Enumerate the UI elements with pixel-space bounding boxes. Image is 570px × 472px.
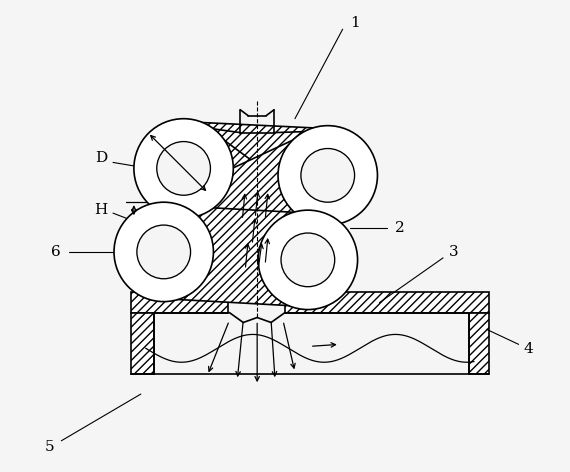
Text: 1: 1 (350, 16, 360, 30)
Text: 6: 6 (51, 245, 61, 259)
Polygon shape (469, 312, 489, 374)
Text: H: H (95, 203, 108, 217)
Circle shape (114, 202, 213, 302)
Polygon shape (131, 312, 154, 374)
Circle shape (137, 225, 190, 279)
Polygon shape (137, 122, 374, 222)
Circle shape (301, 149, 355, 202)
Circle shape (258, 210, 357, 310)
Text: 3: 3 (449, 245, 459, 259)
Text: 4: 4 (524, 342, 534, 356)
Circle shape (281, 233, 335, 287)
Polygon shape (285, 292, 489, 312)
Polygon shape (137, 122, 355, 307)
Polygon shape (117, 129, 374, 299)
Text: 2: 2 (394, 221, 404, 235)
Circle shape (134, 118, 233, 218)
Circle shape (278, 126, 377, 225)
Polygon shape (117, 205, 355, 306)
Circle shape (157, 142, 210, 195)
Text: 5: 5 (44, 440, 54, 454)
Text: D: D (95, 152, 107, 166)
Polygon shape (131, 292, 229, 312)
